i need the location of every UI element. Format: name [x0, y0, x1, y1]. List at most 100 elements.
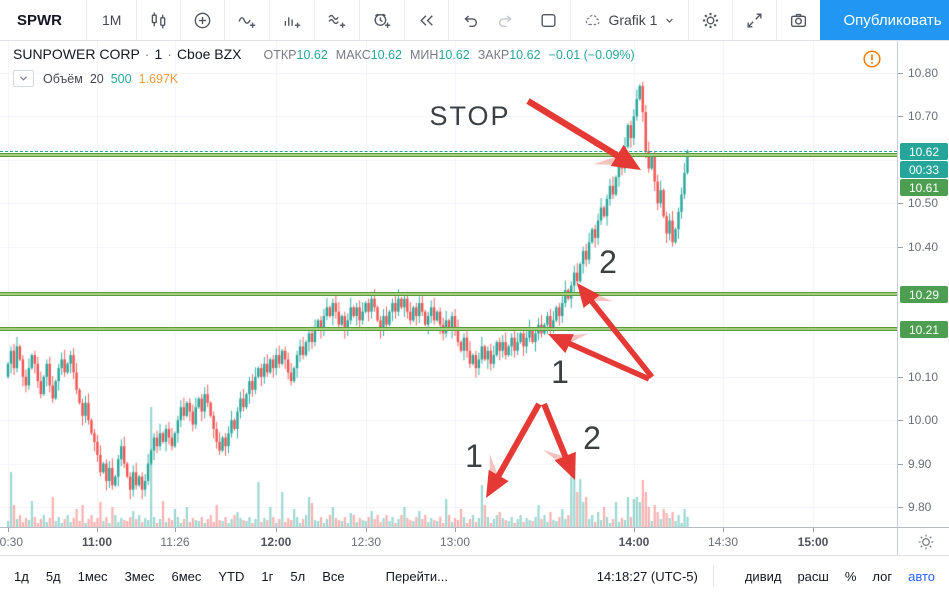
fundamentals-button[interactable]: [270, 0, 314, 40]
price-axis-tick: [898, 73, 903, 74]
top-toolbar: SPWR 1M: [0, 0, 949, 41]
layout-name-label: Grafik 1: [608, 12, 658, 28]
range-button[interactable]: 5д: [45, 568, 61, 584]
low-value: 10.62: [438, 48, 470, 62]
chart-style-button[interactable]: [137, 0, 180, 40]
scale-option-button[interactable]: лог: [872, 568, 893, 584]
time-axis[interactable]: 10:30 11:00 11:26 12:00 12:30 13:00 14:00 14:30…: [0, 527, 949, 556]
toolbar-divider: [404, 0, 406, 40]
level-price-badge: 10.61: [900, 179, 948, 196]
screenshot-button[interactable]: [777, 0, 820, 40]
price-axis-label: 10.50: [908, 196, 939, 210]
volume-indicator-name[interactable]: Объём: [43, 71, 83, 86]
interval-button[interactable]: 1M: [102, 12, 122, 28]
scale-option-button[interactable]: авто: [908, 568, 935, 584]
level-price-badge: 10.29: [900, 286, 948, 303]
toolbar-divider: [86, 0, 87, 40]
range-button[interactable]: Все: [322, 568, 345, 584]
price-axis-label: 10.80: [908, 66, 939, 80]
symbol-info-row[interactable]: SUNPOWER CORP · 1 · Cboe BZX ОТКР 10.62 М…: [13, 46, 635, 62]
cloud-icon: [586, 14, 601, 26]
time-axis-tick: [8, 528, 9, 532]
range-buttons: 1д 5д 1мес 3мес 6мес YTD 1г 5л Все: [14, 569, 362, 584]
time-axis-tick: [634, 528, 635, 532]
candlestick-canvas[interactable]: [0, 41, 897, 527]
change-value: −0.01 (−0.09%): [548, 48, 635, 62]
price-axis-label: 9.90: [908, 457, 932, 471]
fullscreen-button[interactable]: [733, 0, 776, 40]
range-button[interactable]: 6мес: [171, 568, 202, 584]
volume-ma-value: 1.697K: [138, 71, 179, 86]
toolbar-divider: [359, 0, 361, 40]
range-button[interactable]: 1мес: [77, 568, 108, 584]
time-axis-label: 14:30: [707, 535, 739, 549]
time-axis-label: 15:00: [797, 535, 829, 549]
compare-button[interactable]: [181, 0, 224, 40]
alert-button[interactable]: [360, 0, 404, 40]
price-axis-label: 10.10: [908, 370, 939, 384]
compare-add-icon: [195, 12, 211, 28]
chart-settings-button[interactable]: [689, 0, 732, 40]
resistance-level-line[interactable]: [0, 292, 897, 296]
indicators-button[interactable]: [225, 0, 269, 40]
time-axis-tick: [276, 528, 277, 532]
price-axis[interactable]: 10.80 10.70 10.50 10.40 10.10 10.00 9.90 9.80 10…: [897, 41, 949, 527]
time-axis-tick: [175, 528, 176, 532]
data-warning-button[interactable]: [862, 49, 882, 69]
redo-button[interactable]: [488, 0, 527, 40]
support-level-line[interactable]: [0, 327, 897, 331]
scale-option-button[interactable]: расш: [797, 568, 829, 584]
price-axis-tick: [898, 203, 903, 204]
toolbar-divider: [136, 0, 138, 40]
range-button[interactable]: 5л: [290, 568, 306, 584]
stop-level-line[interactable]: [0, 153, 897, 157]
time-axis-tick: [723, 528, 724, 532]
fullscreen-icon: [747, 12, 762, 28]
legend-collapse-button[interactable]: [13, 70, 34, 87]
volume-value: 500: [110, 71, 132, 86]
toolbar-divider: [180, 0, 182, 40]
layout-select-button[interactable]: [527, 0, 570, 40]
open-value: 10.62: [296, 48, 328, 62]
toolbar-divider: [688, 0, 690, 40]
layout-icon: [541, 13, 556, 27]
indicator-add-icon: [238, 16, 256, 28]
open-label: ОТКР: [263, 48, 297, 62]
volume-period: 20: [89, 71, 104, 86]
alarm-clock-add-icon: [374, 13, 391, 28]
last-price-badge: 10.62: [900, 143, 948, 160]
price-axis-label: 10.70: [908, 109, 939, 123]
publish-group: Grafik 1: [527, 0, 949, 40]
rewind-icon: [420, 14, 434, 26]
goto-date-button[interactable]: Перейти...: [385, 568, 448, 584]
scale-settings-button[interactable]: [917, 533, 935, 551]
price-axis-label: 10.40: [908, 240, 939, 254]
range-button[interactable]: 1г: [261, 568, 274, 584]
symbol-button[interactable]: SPWR: [17, 11, 62, 29]
templates-button[interactable]: [315, 0, 359, 40]
close-value: 10.62: [509, 48, 541, 62]
session-clock[interactable]: 14:18:27 (UTC-5): [596, 568, 698, 584]
price-axis-tick: [898, 507, 903, 508]
symbol-interval: 1: [154, 46, 163, 62]
range-button[interactable]: 3мес: [124, 568, 155, 584]
range-button[interactable]: YTD: [218, 568, 245, 584]
scale-option-button[interactable]: %: [844, 568, 857, 584]
toolbar-divider: [224, 0, 226, 40]
time-axis-tick: [455, 528, 456, 532]
scale-option-button[interactable]: дивид: [744, 568, 782, 584]
symbol-exchange: Cboe BZX: [176, 46, 242, 62]
undo-button[interactable]: [449, 0, 488, 40]
toolbar-divider: [776, 0, 778, 40]
save-layout-button[interactable]: Grafik 1: [571, 0, 688, 40]
ohlc-values: ОТКР 10.62 МАКС 10.62 МИН 10.62 ЗАКР 10.62: [256, 48, 541, 62]
bottom-toolbar: 1д 5д 1мес 3мес 6мес YTD 1г 5л Все Перейти... 14…: [0, 555, 949, 596]
publish-button[interactable]: Опубликовать: [820, 0, 949, 40]
range-button[interactable]: 1д: [14, 568, 29, 584]
time-axis-label: 12:30: [350, 535, 382, 549]
symbol-title: SUNPOWER CORP: [13, 46, 140, 62]
price-axis-label: 10.00: [908, 413, 939, 427]
replay-button[interactable]: [405, 0, 448, 40]
last-price-line: [0, 151, 897, 152]
chart-legend: SUNPOWER CORP · 1 · Cboe BZX ОТКР 10.62 М…: [13, 46, 635, 87]
